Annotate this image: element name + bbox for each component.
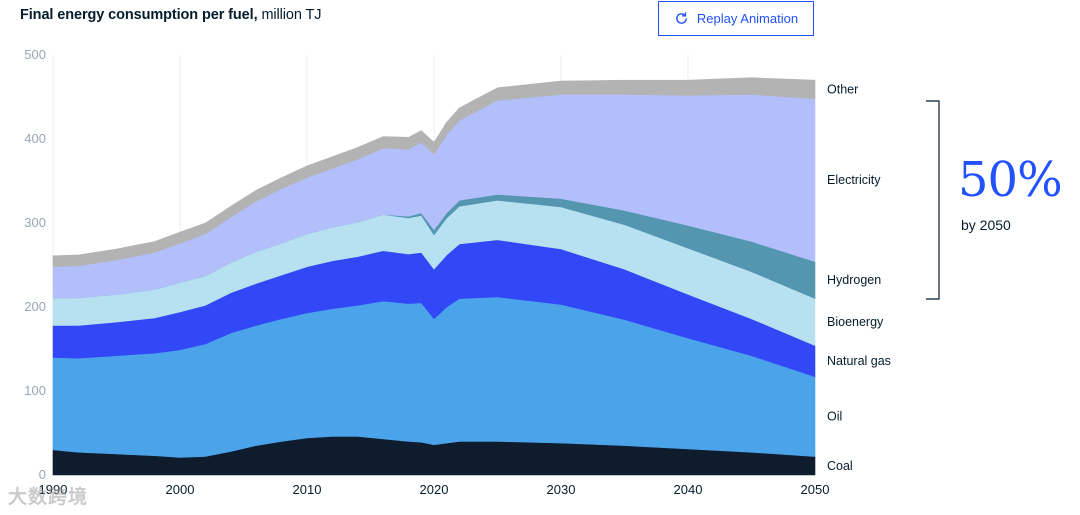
legend-oil: Oil <box>827 410 842 424</box>
percent-bracket <box>926 100 940 300</box>
chart-title-bold: Final energy consumption per fuel, <box>20 7 258 23</box>
y-tick-300: 300 <box>24 215 46 230</box>
series-areas <box>52 77 816 476</box>
legend-hydrogen: Hydrogen <box>827 273 881 287</box>
x-tick-1990: 1990 <box>39 482 68 497</box>
chart-title: Final energy consumption per fuel, milli… <box>20 7 322 23</box>
legend-electricity: Electricity <box>827 173 881 187</box>
replay-label: Replay Animation <box>696 11 799 26</box>
series-legend: Coal Oil Natural gas Bioenergy Hydrogen Elect… <box>827 82 891 472</box>
replay-animation-button[interactable]: Replay Animation <box>658 1 814 36</box>
x-tick-2020: 2020 <box>420 482 449 497</box>
x-axis: 1990 2000 2010 2020 2030 2040 2050 <box>39 482 830 497</box>
legend-coal: Coal <box>827 459 853 473</box>
x-tick-2000: 2000 <box>166 482 195 497</box>
y-tick-100: 100 <box>24 383 46 398</box>
y-tick-200: 200 <box>24 299 46 314</box>
y-axis: 0 100 200 300 400 500 <box>24 47 46 482</box>
x-tick-2040: 2040 <box>674 482 703 497</box>
x-tick-2010: 2010 <box>293 482 322 497</box>
area-other <box>52 77 816 268</box>
y-tick-500: 500 <box>24 47 46 62</box>
x-tick-2030: 2030 <box>547 482 576 497</box>
y-tick-400: 400 <box>24 131 46 146</box>
callout-percent: 50% <box>958 152 1063 208</box>
replay-icon <box>676 12 687 24</box>
chart-title-unit: million TJ <box>261 7 322 23</box>
y-tick-0: 0 <box>39 467 46 482</box>
legend-natural-gas: Natural gas <box>827 354 891 368</box>
legend-other: Other <box>827 82 858 96</box>
callout-caption: by 2050 <box>961 217 1011 233</box>
watermark-text: 大数跨境 <box>8 487 89 508</box>
legend-bioenergy: Bioenergy <box>827 315 884 329</box>
x-tick-2050: 2050 <box>801 482 830 497</box>
